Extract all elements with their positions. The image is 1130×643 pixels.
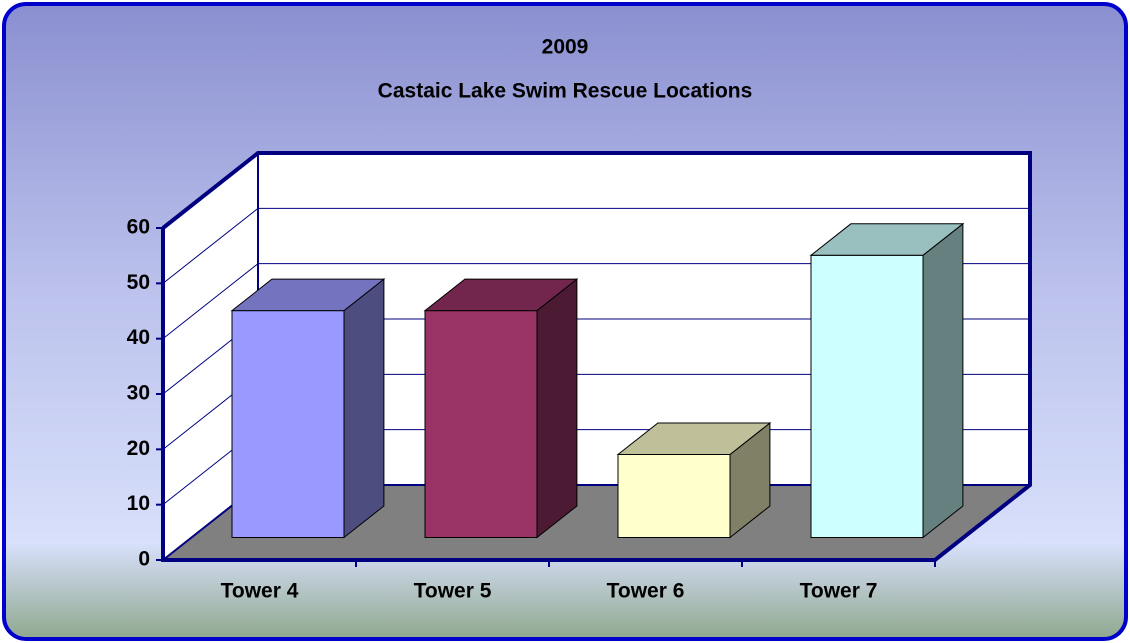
bar-top xyxy=(230,278,386,312)
y-tick-label: 10 xyxy=(127,492,150,515)
y-tick-label: 50 xyxy=(127,271,150,294)
y-tick-label: 60 xyxy=(127,216,150,239)
x-tick-label: Tower 6 xyxy=(607,580,685,603)
bar-front xyxy=(810,254,924,539)
y-tick-label: 20 xyxy=(127,437,150,460)
x-tick-label: Tower 4 xyxy=(221,580,299,603)
bar-top xyxy=(616,422,772,455)
x-tick-label: Tower 7 xyxy=(800,580,878,603)
bar-front xyxy=(424,310,538,538)
y-tick-label: 30 xyxy=(127,382,150,405)
bar-front xyxy=(231,310,345,538)
bar-top xyxy=(423,278,579,312)
bar-top xyxy=(809,223,965,256)
grid-line xyxy=(162,263,259,340)
grid-line xyxy=(162,207,259,284)
y-tick-label: 0 xyxy=(138,548,150,571)
y-tick-label: 40 xyxy=(127,326,150,349)
chart-title: Castaic Lake Swim Rescue Locations xyxy=(378,80,753,103)
x-tick-label: Tower 5 xyxy=(414,580,492,603)
bar-front xyxy=(617,454,731,538)
chart-title: 2009 xyxy=(542,36,589,59)
bar-side xyxy=(922,222,964,539)
bar-side xyxy=(536,278,578,539)
bar-side xyxy=(343,278,385,539)
